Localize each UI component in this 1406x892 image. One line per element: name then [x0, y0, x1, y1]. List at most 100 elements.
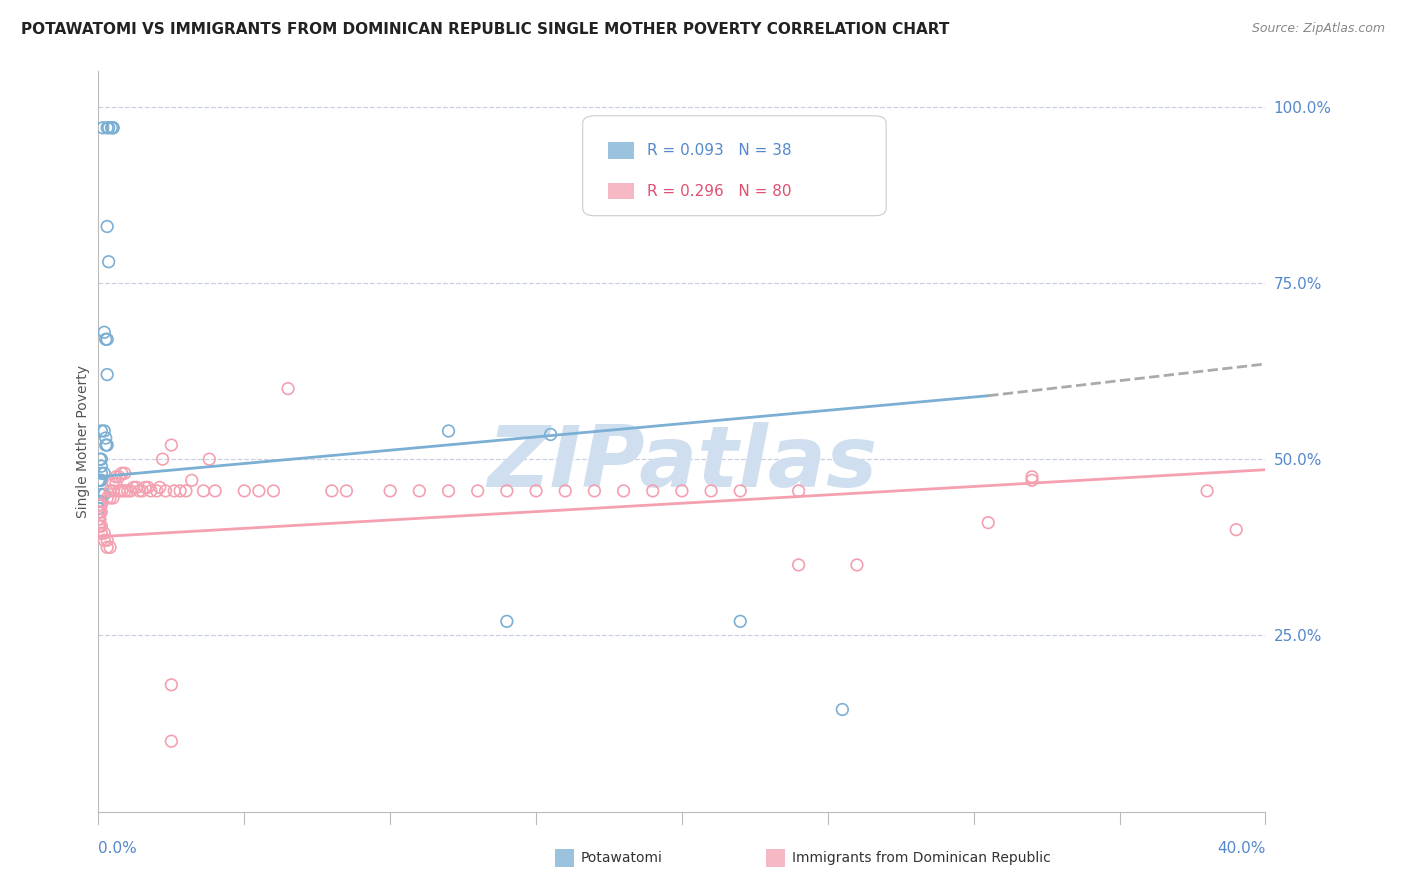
Point [160, 734, 183, 748]
Point [93, 424, 115, 438]
Point [1021, 473, 1043, 487]
Point [108, 483, 131, 498]
Point [87, 473, 110, 487]
Point [101, 491, 124, 505]
Point [89, 473, 111, 487]
Point [700, 483, 723, 498]
Point [233, 483, 256, 498]
Text: POTAWATOMI VS IMMIGRANTS FROM DOMINICAN REPUBLIC SINGLE MOTHER POVERTY CORRELATI: POTAWATOMI VS IMMIGRANTS FROM DOMINICAN … [21, 22, 949, 37]
Point [90, 498, 112, 512]
Point [90, 473, 112, 487]
Point [730, 615, 752, 629]
Point [163, 483, 186, 498]
Point [204, 483, 226, 498]
Point [174, 483, 197, 498]
FancyBboxPatch shape [582, 116, 886, 216]
Point [467, 483, 489, 498]
Point [139, 483, 162, 498]
Point [89, 505, 111, 519]
Point [98, 541, 121, 555]
Point [846, 558, 869, 572]
Point [108, 470, 131, 484]
Point [730, 483, 752, 498]
Point [104, 476, 127, 491]
Point [96, 219, 118, 234]
Point [101, 120, 124, 135]
Point [671, 483, 693, 498]
Point [97, 120, 120, 135]
FancyBboxPatch shape [609, 183, 634, 200]
Point [120, 483, 142, 498]
Point [91, 120, 114, 135]
Point [90, 494, 112, 508]
Point [94, 438, 117, 452]
Point [100, 120, 122, 135]
Point [101, 120, 124, 135]
Point [612, 483, 634, 498]
Point [1195, 483, 1218, 498]
Point [437, 483, 460, 498]
Point [155, 483, 177, 498]
Point [93, 526, 115, 541]
Point [90, 467, 112, 481]
Point [169, 483, 191, 498]
Point [89, 498, 111, 512]
Point [180, 473, 202, 487]
Text: R = 0.093   N = 38: R = 0.093 N = 38 [647, 143, 792, 158]
Point [247, 483, 270, 498]
Point [94, 431, 117, 445]
Point [160, 678, 183, 692]
Point [114, 467, 136, 481]
Point [160, 438, 183, 452]
FancyBboxPatch shape [609, 143, 634, 159]
Point [87, 494, 110, 508]
Point [87, 501, 110, 516]
Point [89, 512, 111, 526]
Point [90, 505, 112, 519]
Point [87, 505, 110, 519]
Point [496, 483, 519, 498]
Point [111, 467, 134, 481]
Point [335, 483, 357, 498]
Point [96, 332, 118, 346]
Point [262, 483, 284, 498]
Point [114, 483, 136, 498]
Point [96, 120, 118, 135]
Point [122, 480, 145, 494]
Point [583, 483, 606, 498]
Point [117, 483, 139, 498]
Point [97, 254, 120, 268]
Point [96, 491, 118, 505]
Point [524, 483, 547, 498]
Point [93, 467, 115, 481]
Point [93, 533, 115, 548]
Point [149, 480, 172, 494]
Point [125, 480, 148, 494]
Text: 0.0%: 0.0% [98, 841, 138, 856]
Text: R = 0.296   N = 80: R = 0.296 N = 80 [647, 184, 792, 199]
Point [554, 483, 576, 498]
Y-axis label: Single Mother Poverty: Single Mother Poverty [76, 365, 90, 518]
Point [89, 494, 111, 508]
Point [321, 483, 343, 498]
Point [89, 519, 111, 533]
Point [98, 491, 121, 505]
Text: Potawatomi: Potawatomi [581, 851, 662, 865]
Point [90, 487, 112, 501]
Point [1225, 523, 1247, 537]
Text: 40.0%: 40.0% [1218, 841, 1265, 856]
Point [90, 519, 112, 533]
Point [496, 615, 519, 629]
Point [96, 368, 118, 382]
Point [87, 498, 110, 512]
Point [641, 483, 664, 498]
Point [146, 483, 169, 498]
Point [787, 483, 810, 498]
Point [89, 501, 111, 516]
Text: Immigrants from Dominican Republic: Immigrants from Dominican Republic [792, 851, 1050, 865]
Point [977, 516, 1000, 530]
Point [94, 332, 117, 346]
Point [540, 427, 562, 442]
Point [1021, 470, 1043, 484]
Point [111, 483, 134, 498]
